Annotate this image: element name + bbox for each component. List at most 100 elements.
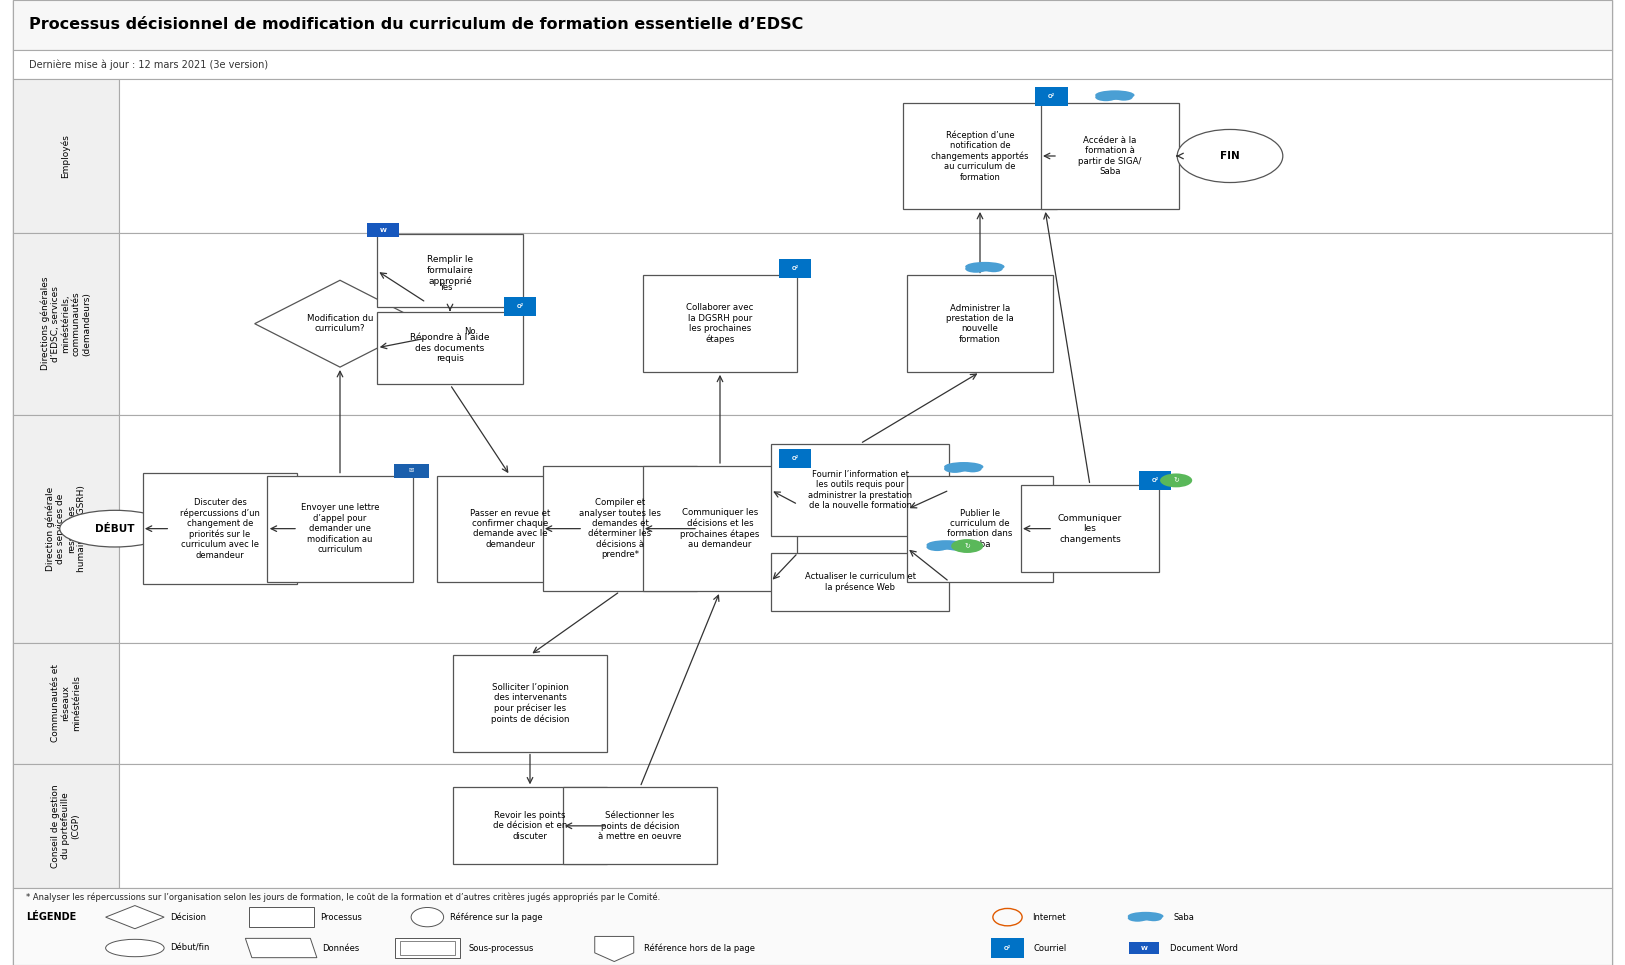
Bar bbox=[266, 476, 413, 582]
Text: ↻: ↻ bbox=[1173, 478, 1180, 483]
Text: Début/fin: Début/fin bbox=[171, 944, 210, 952]
Text: No: No bbox=[465, 327, 476, 336]
Bar bbox=[400, 941, 455, 954]
Bar bbox=[1139, 471, 1172, 490]
Text: Communautés et
réseaux
minéstériels: Communautés et réseaux minéstériels bbox=[50, 664, 81, 742]
Bar bbox=[453, 655, 608, 752]
Ellipse shape bbox=[1146, 915, 1162, 922]
Text: O²: O² bbox=[1048, 94, 1055, 98]
Ellipse shape bbox=[1115, 94, 1133, 100]
Text: Courriel: Courriel bbox=[1034, 944, 1066, 952]
Polygon shape bbox=[106, 905, 164, 928]
Bar bbox=[119, 643, 1612, 764]
Text: Directions générales
d’EDSC, services
minéstériels,
communautés
(demandeurs): Directions générales d’EDSC, services mi… bbox=[41, 277, 91, 371]
Bar bbox=[1035, 87, 1068, 106]
Bar bbox=[907, 476, 1053, 582]
Text: Compiler et
analyser toutes les
demandes et
déterminer les
décisions à
prendre*: Compiler et analyser toutes les demandes… bbox=[578, 498, 661, 559]
Bar bbox=[119, 415, 1612, 643]
Bar bbox=[504, 296, 536, 316]
Text: Yes: Yes bbox=[439, 283, 452, 291]
Text: FIN: FIN bbox=[1220, 151, 1240, 161]
Text: Collaborer avec
la DGSRH pour
les prochaines
étapes: Collaborer avec la DGSRH pour les procha… bbox=[686, 303, 754, 345]
Bar bbox=[437, 476, 583, 582]
Ellipse shape bbox=[1160, 474, 1193, 487]
Bar bbox=[453, 787, 608, 865]
Bar bbox=[377, 312, 523, 384]
Bar bbox=[13, 643, 119, 764]
Bar bbox=[143, 473, 297, 584]
Bar bbox=[1020, 485, 1159, 572]
Polygon shape bbox=[245, 938, 317, 957]
Text: Référence sur la page: Référence sur la page bbox=[450, 912, 543, 922]
Bar bbox=[778, 259, 811, 278]
Text: Décision: Décision bbox=[171, 913, 206, 922]
Text: Employés: Employés bbox=[62, 134, 70, 178]
Text: Processus décisionnel de modification du curriculum de formation essentielle d’E: Processus décisionnel de modification du… bbox=[29, 16, 804, 32]
Bar bbox=[778, 449, 811, 468]
Text: Direction générale
des services de
ressources
humaines (DGSRH): Direction générale des services de resso… bbox=[46, 485, 86, 572]
Bar bbox=[119, 79, 1612, 233]
Text: Administrer la
prestation de la
nouvelle
formation: Administrer la prestation de la nouvelle… bbox=[946, 304, 1014, 344]
Bar bbox=[13, 415, 119, 643]
Ellipse shape bbox=[1128, 915, 1147, 922]
Ellipse shape bbox=[965, 262, 1004, 271]
Text: Discuter des
répercussions d’un
changement de
priorités sur le
curriculum avec l: Discuter des répercussions d’un changeme… bbox=[180, 498, 260, 560]
Text: Référence hors de la page: Référence hors de la page bbox=[644, 943, 754, 952]
Text: W: W bbox=[1141, 946, 1147, 951]
Bar bbox=[13, 888, 1612, 965]
Text: DÉBUT: DÉBUT bbox=[96, 524, 135, 534]
Bar bbox=[562, 787, 717, 865]
Ellipse shape bbox=[964, 465, 982, 472]
Bar bbox=[770, 444, 949, 536]
Text: Remplir le
formulaire
approprié: Remplir le formulaire approprié bbox=[427, 256, 473, 286]
Text: LÉGENDE: LÉGENDE bbox=[26, 912, 76, 923]
Text: Modification du
curriculum?: Modification du curriculum? bbox=[307, 314, 374, 333]
Bar bbox=[13, 764, 119, 888]
Bar bbox=[119, 764, 1612, 888]
Text: O²: O² bbox=[517, 304, 523, 309]
Ellipse shape bbox=[60, 510, 171, 547]
Text: Internet: Internet bbox=[1032, 913, 1066, 922]
Ellipse shape bbox=[1176, 129, 1282, 182]
Ellipse shape bbox=[926, 543, 947, 551]
Text: Revoir les points
de décision et en
discuter: Revoir les points de décision et en disc… bbox=[492, 811, 567, 841]
Text: O²: O² bbox=[791, 455, 798, 460]
Text: Accéder à la
formation à
partir de SIGA/
Saba: Accéder à la formation à partir de SIGA/… bbox=[1079, 136, 1142, 176]
Text: Communiquer
les
changements: Communiquer les changements bbox=[1058, 513, 1123, 543]
Text: Solliciter l’opinion
des intervenants
pour préciser les
points de décision: Solliciter l’opinion des intervenants po… bbox=[491, 682, 569, 724]
Bar bbox=[119, 233, 1612, 415]
Text: O²: O² bbox=[1152, 478, 1159, 482]
Polygon shape bbox=[595, 936, 634, 961]
Text: ↻: ↻ bbox=[964, 543, 970, 549]
Bar bbox=[1129, 942, 1159, 954]
Ellipse shape bbox=[985, 265, 1003, 272]
Text: ✉: ✉ bbox=[410, 468, 414, 473]
Text: Répondre à l’aide
des documents
requis: Répondre à l’aide des documents requis bbox=[410, 333, 489, 363]
Text: Saba: Saba bbox=[1173, 913, 1194, 922]
Text: * Analyser les répercussions sur l’organisation selon les jours de formation, le: * Analyser les répercussions sur l’organ… bbox=[26, 893, 660, 902]
Ellipse shape bbox=[926, 540, 965, 550]
Ellipse shape bbox=[965, 264, 986, 273]
Ellipse shape bbox=[106, 939, 164, 956]
Text: Envoyer une lettre
d’appel pour
demander une
modification au
curriculum: Envoyer une lettre d’appel pour demander… bbox=[301, 504, 379, 554]
Bar bbox=[1042, 103, 1180, 209]
Text: Processus: Processus bbox=[320, 913, 362, 922]
Ellipse shape bbox=[951, 539, 983, 553]
Text: Passer en revue et
confirmer chaque
demande avec le
demandeur: Passer en revue et confirmer chaque dema… bbox=[470, 509, 551, 549]
Bar bbox=[907, 275, 1053, 372]
Ellipse shape bbox=[944, 465, 965, 473]
Text: Actualiser le curriculum et
la présence Web: Actualiser le curriculum et la présence … bbox=[804, 571, 915, 592]
Bar bbox=[249, 907, 314, 926]
Bar bbox=[13, 0, 1612, 50]
Ellipse shape bbox=[944, 462, 983, 472]
Text: Sous-processus: Sous-processus bbox=[468, 944, 533, 952]
Bar bbox=[367, 223, 400, 237]
Ellipse shape bbox=[1095, 94, 1116, 101]
Bar bbox=[13, 233, 119, 415]
Text: Fournir l’information et
les outils requis pour
administrer la prestation
de la : Fournir l’information et les outils requ… bbox=[808, 470, 912, 510]
Ellipse shape bbox=[1128, 912, 1164, 921]
Text: Sélectionner les
points de décision
à mettre en oeuvre: Sélectionner les points de décision à me… bbox=[598, 811, 682, 841]
Ellipse shape bbox=[1095, 91, 1134, 99]
Text: Réception d’une
notification de
changements apportés
au curriculum de
formation: Réception d’une notification de changeme… bbox=[931, 130, 1029, 181]
Bar bbox=[770, 553, 949, 611]
